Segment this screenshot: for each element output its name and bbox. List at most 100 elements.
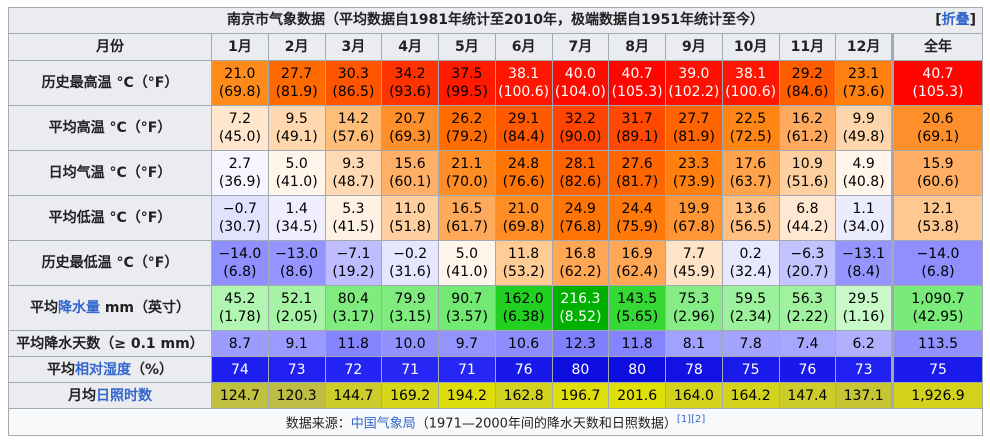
row-label-link[interactable]: 相对湿度 bbox=[74, 361, 131, 378]
year-value-cell: 113.5 bbox=[891, 330, 983, 357]
cell-value: 16.2 bbox=[791, 111, 823, 127]
cell-secondary-value: (100.6) bbox=[725, 84, 777, 100]
row-label-link[interactable]: 降水量 bbox=[57, 300, 100, 316]
cell-value: 216.3 bbox=[560, 291, 601, 307]
cell-value: 45.2 bbox=[224, 291, 256, 307]
cell-secondary-value: (51.6) bbox=[786, 174, 829, 190]
cell-value: 75 bbox=[929, 361, 947, 378]
cell-secondary-value: (3.17) bbox=[332, 309, 375, 325]
cell-value: 144.7 bbox=[333, 387, 374, 404]
cell-secondary-value: (70.0) bbox=[445, 174, 488, 190]
cell-value: 7.2 bbox=[228, 111, 251, 127]
header-month: 8月 bbox=[608, 33, 666, 61]
reference-links[interactable]: [1][2] bbox=[676, 413, 706, 425]
month-value-cell: −6.3 (20.7) bbox=[778, 240, 837, 286]
cell-secondary-value: (6.8) bbox=[921, 264, 955, 280]
month-value-cell: 5.0 (41.0) bbox=[267, 150, 326, 196]
cell-secondary-value: (90.0) bbox=[559, 129, 602, 145]
cell-value: 59.5 bbox=[735, 291, 767, 307]
month-value-cell: −0.7 (30.7) bbox=[211, 195, 269, 241]
cell-secondary-value: (53.2) bbox=[502, 264, 545, 280]
cell-secondary-value: (89.1) bbox=[616, 129, 659, 145]
cell-value: 37.5 bbox=[451, 66, 483, 82]
header-month: 3月 bbox=[324, 33, 383, 61]
month-value-cell: 32.2 (90.0) bbox=[551, 105, 610, 151]
climate-table: 南京市气象数据（平均数据自1981年统计至2010年，极端数据自1951年统计至… bbox=[8, 7, 983, 436]
fold-toggle[interactable]: [折叠] bbox=[935, 12, 976, 28]
cell-secondary-value: (69.8) bbox=[502, 219, 545, 235]
cell-value: 137.1 bbox=[843, 387, 884, 404]
cell-value: 6.8 bbox=[796, 201, 819, 217]
cell-value: −6.3 bbox=[790, 246, 825, 262]
month-value-cell: 7.7 (45.9) bbox=[665, 240, 723, 286]
month-value-cell: 29.1 (84.4) bbox=[494, 105, 553, 151]
cell-value: 38.1 bbox=[508, 66, 540, 82]
month-value-cell: 143.5 (5.65) bbox=[608, 285, 666, 331]
month-value-cell: 11.8 bbox=[324, 330, 383, 357]
cell-secondary-value: (102.2) bbox=[668, 84, 720, 100]
month-value-cell: 194.2 bbox=[438, 382, 496, 409]
cell-value: 9.7 bbox=[455, 335, 478, 352]
source-prefix: 数据来源： bbox=[285, 416, 351, 432]
month-value-cell: 8.7 bbox=[211, 330, 269, 357]
month-value-cell: −0.2 (31.6) bbox=[381, 240, 439, 286]
row-label-link[interactable]: 日照时数 bbox=[96, 387, 152, 404]
month-value-cell: 6.8 (44.2) bbox=[778, 195, 837, 241]
month-value-cell: 19.9 (67.8) bbox=[665, 195, 723, 241]
month-value-cell: 73 bbox=[835, 356, 893, 383]
month-value-cell: 11.8 (53.2) bbox=[494, 240, 553, 286]
cell-value: 16.5 bbox=[451, 201, 483, 217]
cell-value: 71 bbox=[401, 361, 420, 378]
cell-value: 22.5 bbox=[735, 111, 767, 127]
table-row: 平均高温 °C（°F） 7.2 (45.0) 9.5 (49.1) 14.2 (57.6) 2… bbox=[8, 105, 983, 151]
cell-value: 5.3 bbox=[342, 201, 365, 217]
month-value-cell: 14.2 (57.6) bbox=[324, 105, 383, 151]
cell-value: 169.2 bbox=[390, 387, 431, 404]
month-value-cell: 196.7 bbox=[551, 382, 610, 409]
month-value-cell: 8.1 bbox=[665, 330, 723, 357]
cell-secondary-value: (72.5) bbox=[729, 129, 772, 145]
row-label-text: 平均 bbox=[46, 361, 75, 378]
source-link[interactable]: 中国气象局 bbox=[350, 416, 416, 432]
cell-secondary-value: (45.0) bbox=[218, 129, 261, 145]
month-value-cell: 34.2 (93.6) bbox=[381, 60, 439, 106]
cell-value: 40.7 bbox=[922, 66, 954, 82]
cell-value: 0.2 bbox=[739, 246, 762, 262]
cell-secondary-value: (99.5) bbox=[445, 84, 488, 100]
cell-value: 16.8 bbox=[564, 246, 596, 262]
cell-secondary-value: (69.3) bbox=[389, 129, 432, 145]
cell-value: 11.0 bbox=[394, 201, 426, 217]
month-value-cell: 40.0 (104.0) bbox=[551, 60, 610, 106]
cell-secondary-value: (82.6) bbox=[559, 174, 602, 190]
cell-value: 162.8 bbox=[503, 387, 544, 404]
fold-link[interactable]: 折叠 bbox=[941, 12, 970, 28]
cell-secondary-value: (73.6) bbox=[842, 84, 885, 100]
cell-secondary-value: (93.6) bbox=[389, 84, 432, 100]
cell-value: 1,090.7 bbox=[911, 291, 965, 307]
cell-value: 10.0 bbox=[394, 335, 426, 352]
month-value-cell: 16.2 (61.2) bbox=[778, 105, 837, 151]
cell-secondary-value: (60.6) bbox=[916, 174, 960, 190]
row-label-suffix: （%） bbox=[130, 361, 174, 378]
cell-value: 12.3 bbox=[564, 335, 596, 352]
cell-secondary-value: (76.8) bbox=[559, 219, 602, 235]
table-row: 历史最高温 °C（°F） 21.0 (69.8) 27.7 (81.9) 30.3 (86.… bbox=[8, 60, 983, 106]
cell-secondary-value: (69.1) bbox=[916, 129, 960, 145]
cell-value: 196.7 bbox=[560, 387, 601, 404]
cell-value: −0.7 bbox=[222, 201, 257, 217]
cell-secondary-value: (61.2) bbox=[786, 129, 829, 145]
cell-secondary-value: (56.5) bbox=[729, 219, 772, 235]
cell-value: −13.0 bbox=[275, 246, 319, 262]
cell-value: 72 bbox=[344, 361, 363, 378]
cell-secondary-value: (62.2) bbox=[559, 264, 602, 280]
cell-value: 40.7 bbox=[621, 66, 653, 82]
month-value-cell: 15.6 (60.1) bbox=[381, 150, 439, 196]
cell-value: 80 bbox=[571, 361, 590, 378]
month-value-cell: 0.2 (32.4) bbox=[721, 240, 780, 286]
source-note: 数据来源：中国气象局（1971—2000年间的降水天数和日照数据）[1][2] bbox=[8, 408, 983, 436]
month-value-cell: 2.7 (36.9) bbox=[211, 150, 269, 196]
cell-value: 120.3 bbox=[276, 387, 317, 404]
month-value-cell: 31.7 (89.1) bbox=[608, 105, 666, 151]
cell-value: 162.0 bbox=[503, 291, 544, 307]
month-value-cell: 137.1 bbox=[835, 382, 893, 409]
